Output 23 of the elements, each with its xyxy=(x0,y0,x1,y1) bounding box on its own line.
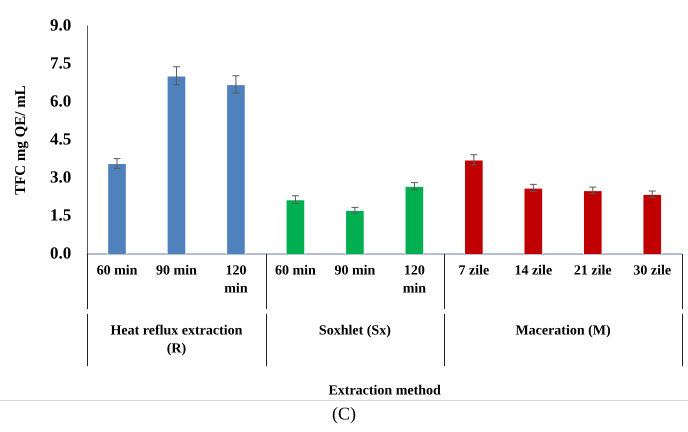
x-tick-label: 30 zile xyxy=(633,264,672,279)
y-tick-label: 7.5 xyxy=(50,54,72,73)
x-tick-label: 60 min xyxy=(274,264,316,279)
x-tick-label: 90 min xyxy=(156,264,198,279)
x-tick-label: 14 zile xyxy=(514,264,552,279)
x-tick-label: 120 min xyxy=(224,264,248,297)
x-tick-label: 21 zile xyxy=(574,264,612,279)
text: Soxhlet (Sx) xyxy=(318,324,392,339)
x-tick-label: 120 min xyxy=(402,264,426,297)
y-tick-label: 6.0 xyxy=(50,92,72,111)
text: Maceration (M) xyxy=(515,324,611,339)
text: Heat reflux extraction (R) xyxy=(110,324,243,357)
y-axis-title: TFC mg QE/ mL xyxy=(12,85,29,195)
y-tick-label: 3.0 xyxy=(50,167,72,186)
x-tick-label: 90 min xyxy=(334,264,376,279)
text: (C) xyxy=(332,404,356,424)
text: Extraction method xyxy=(328,384,442,399)
y-tick-label: 0.0 xyxy=(50,243,72,262)
y-tick-label: 9.0 xyxy=(50,16,72,35)
y-tick-label: 1.5 xyxy=(50,205,72,224)
x-tick-label: 7 zile xyxy=(458,264,490,279)
x-tick-label: 60 min xyxy=(96,264,138,279)
y-tick-label: 4.5 xyxy=(50,129,72,148)
